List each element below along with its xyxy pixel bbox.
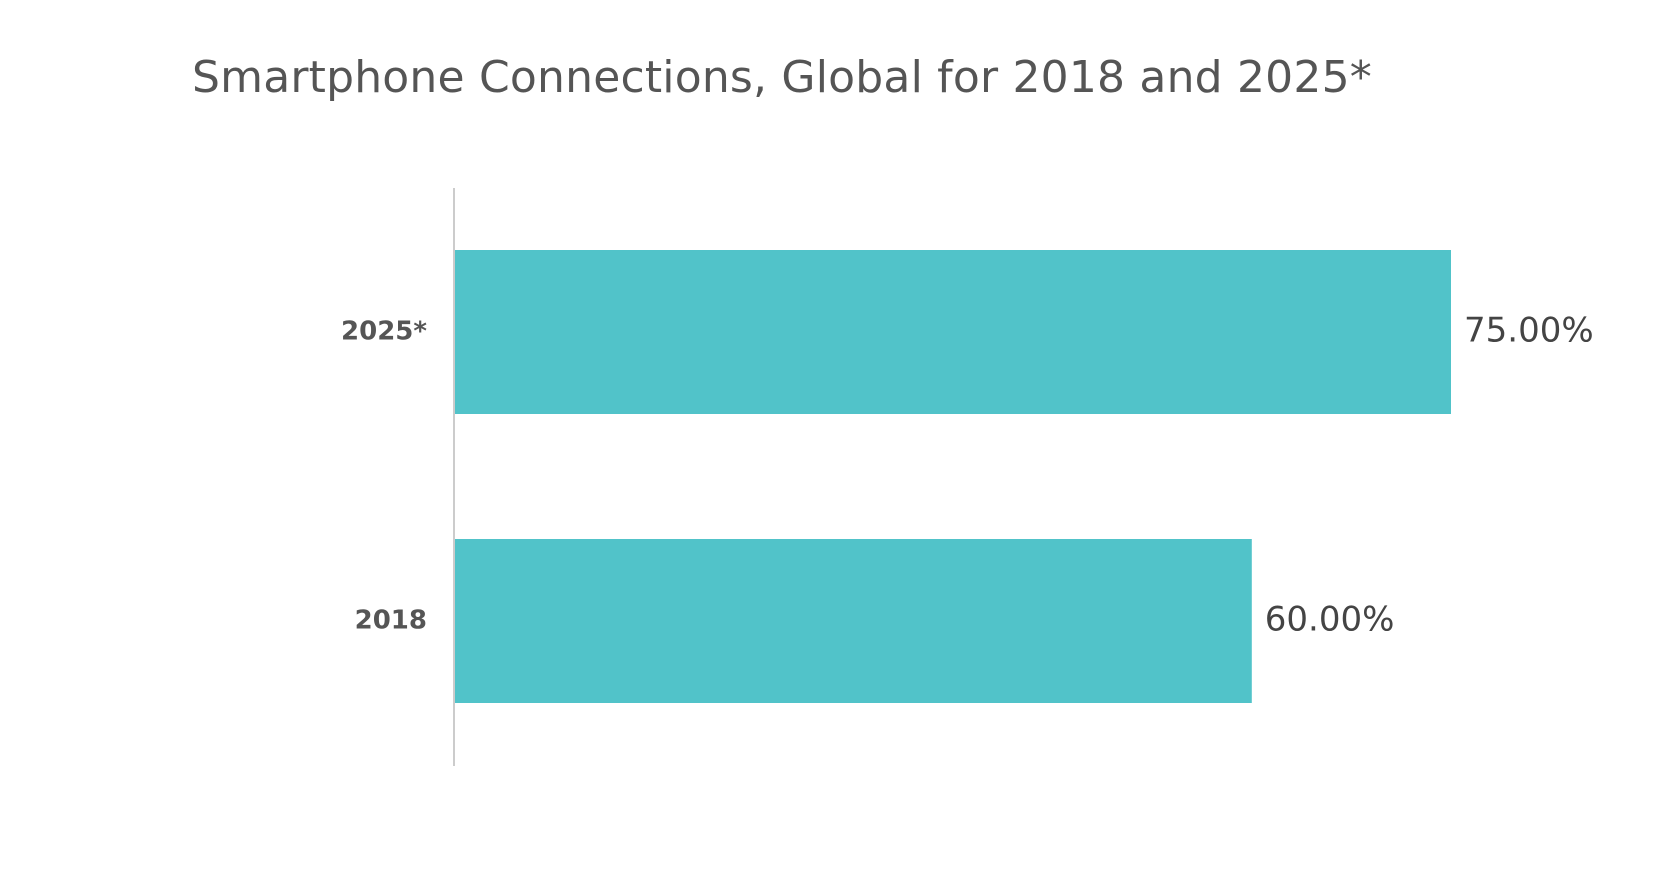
bars-layer [455, 250, 1451, 703]
labels-layer: 2025* 75.00% 2018 60.00% [341, 311, 1594, 640]
category-label-2018: 2018 [355, 606, 427, 636]
value-label-2025: 75.00% [1464, 311, 1594, 351]
bar-2025 [455, 250, 1451, 414]
bar-2018 [455, 539, 1252, 703]
chart-title: Smartphone Connections, Global for 2018 … [192, 52, 1372, 103]
value-label-2018: 60.00% [1265, 600, 1395, 640]
category-label-2025: 2025* [341, 317, 427, 347]
